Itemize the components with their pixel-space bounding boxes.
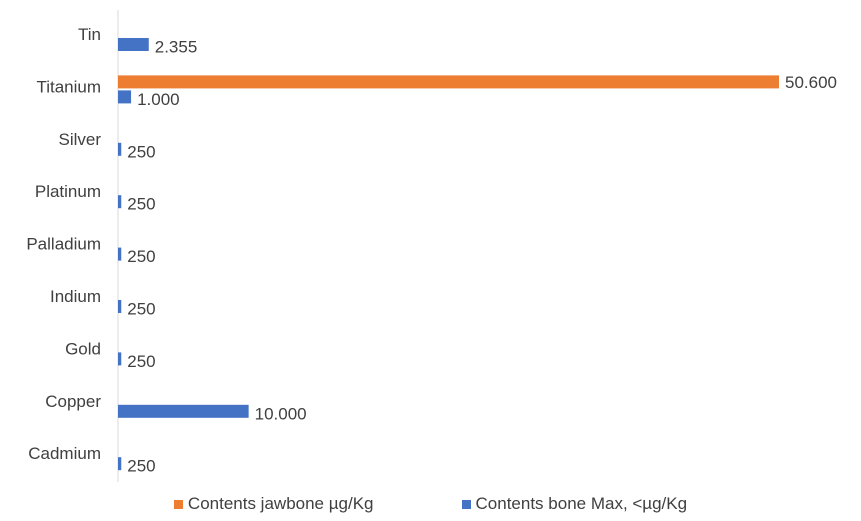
data-label-jawbone-titanium: 50.600 [785,73,837,92]
legend-label-bone-max: Contents bone Max, <µg/Kg [475,494,688,513]
data-label-bone-max-palladium: 250 [127,247,155,266]
category-label-indium: Indium [50,287,101,306]
bar-bone-max-silver [118,142,122,156]
category-label-titanium: Titanium [36,77,101,96]
category-label-gold: Gold [65,339,101,358]
bar-bone-max-cadmium [118,457,122,471]
legend-item-bone-max: Contents bone Max, <µg/Kg [461,492,688,516]
legend-swatch-jawbone [173,499,183,509]
data-label-bone-max-copper: 10.000 [255,404,307,423]
bar-bone-max-gold [118,352,122,366]
data-label-bone-max-indium: 250 [127,300,155,319]
category-label-copper: Copper [45,392,101,411]
bar-jawbone-titanium [118,75,779,89]
category-label-palladium: Palladium [26,235,101,254]
category-label-tin: Tin [78,25,101,44]
data-label-bone-max-titanium: 1.000 [137,90,180,109]
legend-swatch-bone-max [461,499,471,509]
data-label-bone-max-tin: 2.355 [155,38,198,57]
bar-bone-max-palladium [118,247,122,261]
legend: Contents jawbone µg/Kg Contents bone Max… [0,492,861,516]
bar-bone-max-indium [118,300,122,313]
legend-item-jawbone: Contents jawbone µg/Kg [173,492,374,516]
data-label-bone-max-cadmium: 250 [127,457,155,476]
bar-bone-max-tin [118,38,149,51]
bar-bone-max-copper [118,404,249,418]
bar-bone-max-titanium [118,90,132,104]
legend-label-jawbone: Contents jawbone µg/Kg [187,494,374,513]
data-label-bone-max-silver: 250 [127,142,155,161]
category-label-platinum: Platinum [35,182,101,201]
data-label-bone-max-platinum: 250 [127,195,155,214]
category-label-silver: Silver [58,130,101,149]
bar-bone-max-platinum [118,195,122,209]
category-label-cadmium: Cadmium [28,444,101,463]
data-label-bone-max-gold: 250 [127,352,155,371]
